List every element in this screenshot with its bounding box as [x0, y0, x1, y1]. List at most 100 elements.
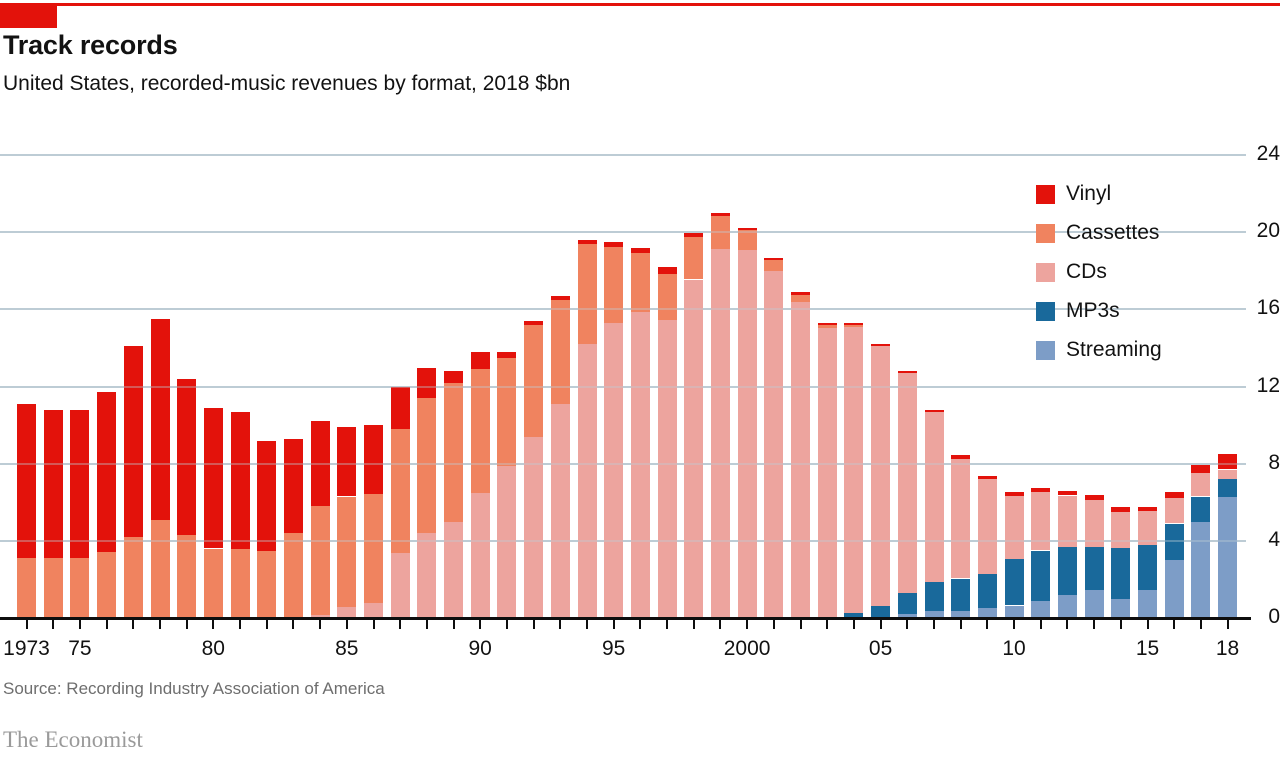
- bar-1974-cassettes: [43, 558, 63, 618]
- bar-2007-streaming: [924, 611, 944, 618]
- x-tick-2007: [933, 620, 935, 629]
- legend-swatch-streaming: [1036, 340, 1055, 360]
- bar-2004-cassettes: [844, 324, 864, 327]
- bar-1976-vinyl: [97, 392, 117, 553]
- x-tick-2013: [1093, 620, 1096, 629]
- bar-1987-vinyl: [390, 386, 410, 429]
- bar-2011-mp3s: [1031, 550, 1051, 601]
- bar-2006-streaming: [897, 614, 917, 618]
- bar-1997-cassettes: [657, 273, 677, 320]
- bar-1989-cassettes: [444, 382, 463, 522]
- legend-item-vinyl: Vinyl: [1036, 182, 1162, 205]
- x-tick-1979: [185, 620, 188, 629]
- bar-1994-vinyl: [577, 239, 597, 244]
- bar-2012-mp3s: [1057, 546, 1077, 595]
- bar-2009-mp3s: [977, 573, 997, 609]
- x-tick-2009: [986, 620, 989, 629]
- legend-swatch-mp3s: [1036, 301, 1055, 321]
- x-tick-1977: [132, 620, 135, 629]
- x-tick-1997: [666, 620, 669, 629]
- bar-1990-cassettes: [470, 369, 490, 493]
- bar-1983-cassettes: [283, 533, 303, 618]
- bar-1988-vinyl: [417, 368, 437, 399]
- bar-1987-cds: [390, 552, 410, 618]
- bar-1983-vinyl: [283, 438, 303, 534]
- bar-2008-streaming: [951, 611, 971, 618]
- bar-2017-mp3s: [1191, 496, 1211, 522]
- bar-2003-cds: [817, 327, 837, 618]
- bar-2002-vinyl: [791, 292, 810, 295]
- bar-2000-cassettes: [737, 230, 757, 250]
- bar-1981-cassettes: [230, 548, 250, 618]
- bar-2013-streaming: [1084, 590, 1104, 618]
- gridline-20: [0, 231, 1246, 234]
- x-tick-2011: [1039, 620, 1042, 629]
- bar-2013-cds: [1084, 500, 1104, 547]
- bar-1973-vinyl: [17, 403, 36, 559]
- gridline-overlay-20: [0, 231, 1246, 234]
- x-axis-label-75: 75: [68, 637, 92, 660]
- bar-1997-vinyl: [657, 266, 677, 274]
- bar-2016-vinyl: [1164, 491, 1184, 499]
- x-tick-2018: [1226, 620, 1229, 629]
- bar-2004-cds: [844, 326, 864, 614]
- bar-1981-vinyl: [230, 411, 250, 549]
- y-axis-label-24: 24: [1256, 142, 1280, 166]
- x-axis-label-1973: 1973: [3, 637, 50, 660]
- bar-2016-streaming: [1164, 560, 1184, 618]
- economist-brand: The Economist: [3, 727, 143, 752]
- bar-2008-mp3s: [951, 578, 971, 612]
- x-tick-2008: [959, 620, 962, 629]
- x-tick-1974: [52, 620, 55, 629]
- bar-2007-mp3s: [924, 582, 944, 612]
- bar-1985-vinyl: [337, 427, 357, 497]
- y-axis-label-0: 0: [1268, 605, 1280, 628]
- y-axis-label-8: 8: [1268, 450, 1280, 474]
- bar-1974-vinyl: [43, 409, 63, 559]
- x-axis-label-05: 05: [868, 637, 893, 660]
- gridline-overlay-12: [0, 385, 1246, 388]
- bar-1976-cassettes: [97, 552, 117, 618]
- x-tick-2010: [1013, 620, 1015, 629]
- legend-swatch-vinyl: [1036, 184, 1055, 204]
- bar-1975-vinyl: [70, 409, 90, 559]
- bar-2003-cassettes: [817, 324, 837, 328]
- bar-2006-cds: [897, 373, 917, 593]
- bar-2008-vinyl: [951, 455, 971, 459]
- bar-1995-cassettes: [604, 246, 624, 323]
- bar-1992-cassettes: [524, 324, 544, 437]
- bar-1989-vinyl: [444, 371, 463, 383]
- x-tick-2017: [1199, 620, 1202, 629]
- bar-2010-mp3s: [1004, 559, 1024, 606]
- bar-1979-vinyl: [177, 378, 197, 535]
- bar-2012-cds: [1057, 495, 1077, 547]
- bar-2016-cds: [1164, 498, 1184, 524]
- bar-2007-cds: [924, 411, 944, 583]
- bar-1986-vinyl: [364, 425, 383, 494]
- x-tick-1996: [639, 620, 642, 629]
- bar-2010-streaming: [1004, 605, 1024, 618]
- bar-1994-cds: [577, 344, 597, 618]
- bar-2005-mp3s: [871, 606, 891, 618]
- bar-2014-cds: [1111, 511, 1131, 548]
- x-tick-2003: [826, 620, 829, 629]
- legend-swatch-cassettes: [1036, 223, 1055, 243]
- bar-2018-cds: [1218, 469, 1237, 480]
- bar-2015-vinyl: [1138, 507, 1157, 511]
- x-tick-2012: [1066, 620, 1069, 629]
- chart-title: Track records: [3, 30, 178, 60]
- x-tick-1989: [452, 620, 455, 629]
- x-tick-1980: [212, 620, 215, 629]
- x-axis-label-2000: 2000: [723, 637, 771, 660]
- x-tick-1991: [505, 620, 508, 629]
- bar-2000-vinyl: [737, 228, 757, 231]
- gridline-overlay-24: [0, 154, 1246, 157]
- x-tick-2002: [799, 620, 802, 629]
- chart-legend: Vinyl Cassettes CDs MP3s Streaming: [1036, 182, 1162, 379]
- x-tick-1982: [265, 620, 268, 629]
- bar-1984-cds: [310, 615, 330, 618]
- x-tick-2006: [906, 620, 909, 629]
- bar-2002-cassettes: [791, 294, 810, 302]
- bar-1998-cds: [684, 279, 704, 618]
